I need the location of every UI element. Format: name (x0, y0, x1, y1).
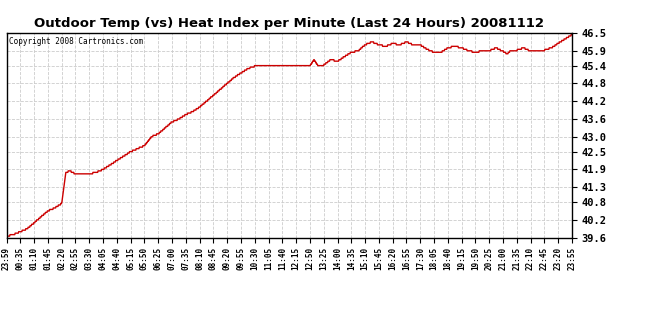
Text: Copyright 2008 Cartronics.com: Copyright 2008 Cartronics.com (9, 37, 144, 46)
Title: Outdoor Temp (vs) Heat Index per Minute (Last 24 Hours) 20081112: Outdoor Temp (vs) Heat Index per Minute … (34, 17, 544, 30)
